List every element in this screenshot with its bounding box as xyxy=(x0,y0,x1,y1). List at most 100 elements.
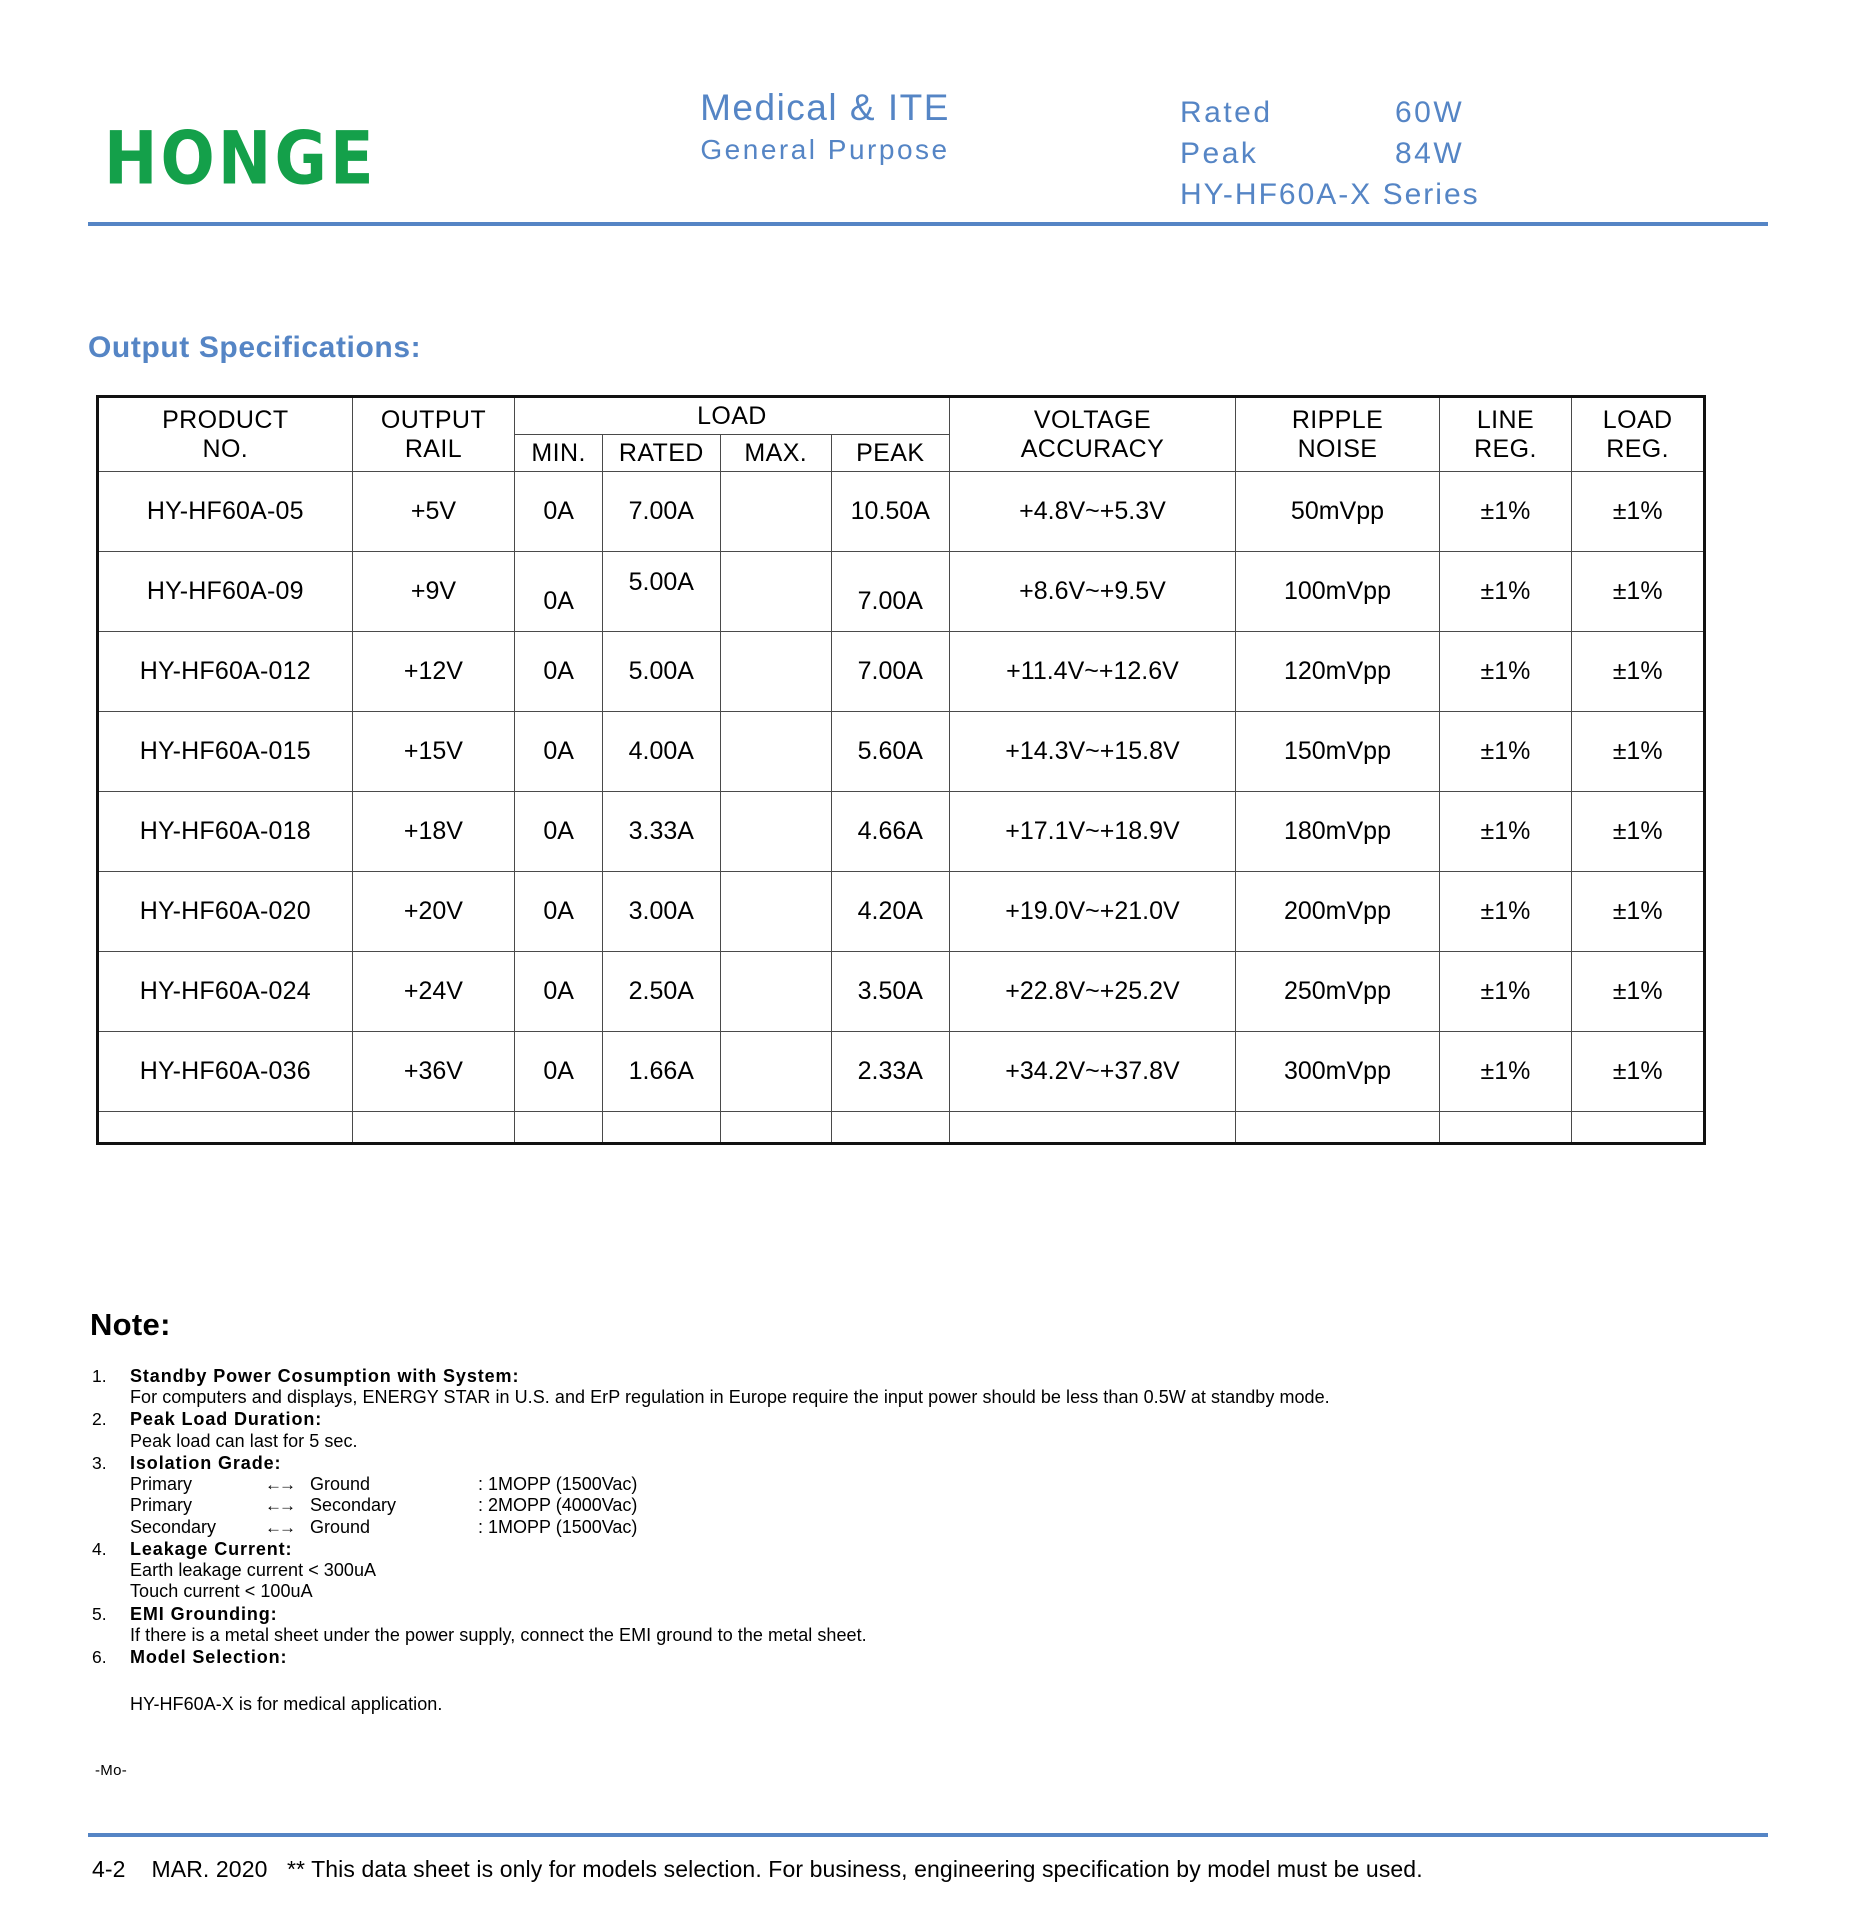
cell-empty xyxy=(1571,1111,1705,1144)
note-number: 6. xyxy=(92,1647,107,1668)
cell-load-peak: 5.60A xyxy=(830,711,950,792)
note-title: Model Selection: xyxy=(130,1647,288,1668)
th-voltage-line2: ACCURACY xyxy=(1020,434,1165,463)
th-line-reg: LINE REG. xyxy=(1438,396,1573,472)
cell-output-rail: +20V xyxy=(351,871,516,952)
note-number: 4. xyxy=(92,1538,107,1559)
cell-line-reg: ±1% xyxy=(1438,471,1573,552)
footer-text: 4-2 MAR. 2020 ** This data sheet is only… xyxy=(92,1856,1423,1883)
cell-ripple-noise: 180mVpp xyxy=(1235,791,1440,872)
cell-empty xyxy=(351,1111,516,1144)
cell-voltage-accuracy: +4.8V~+5.3V xyxy=(948,471,1237,552)
cell-empty xyxy=(830,1111,950,1144)
isolation-to: Secondary xyxy=(310,1495,397,1516)
table-row: HY-HF60A-05 +5V 0A 7.00A 10.50A +4.8V~+5.3V 50… xyxy=(97,471,1705,552)
cell-output-rail: +15V xyxy=(351,711,516,792)
cell-line-reg: ±1% xyxy=(1438,1031,1573,1112)
note-item: 5. EMI Grounding: If there is a metal shee… xyxy=(88,1604,1788,1646)
cell-output-rail: +24V xyxy=(351,951,516,1032)
cell-load-rated: 7.00A xyxy=(601,471,721,552)
table-row: HY-HF60A-015 +15V 0A 4.00A 5.60A +14.3V~+15.8… xyxy=(97,711,1705,792)
honge-logo: HONGE xyxy=(104,114,377,202)
cell-ripple-noise: 50mVpp xyxy=(1235,471,1440,552)
th-line-reg-line2: REG. xyxy=(1474,434,1537,463)
cell-output-rail: +18V xyxy=(351,791,516,872)
cell-output-rail: +5V xyxy=(351,471,516,552)
cell-load-rated: 5.00A xyxy=(601,551,721,632)
cell-load-min: 0A xyxy=(514,551,603,632)
isolation-from: Secondary xyxy=(130,1516,217,1537)
table-row: HY-HF60A-09 +9V 0A 5.00A 7.00A +8.6V~+9.5V 100… xyxy=(97,551,1705,632)
cell-load-peak: 7.00A xyxy=(830,631,950,712)
th-product-line2: NO. xyxy=(202,434,249,463)
isolation-from: Primary xyxy=(130,1474,192,1495)
peak-value: 84W xyxy=(1395,137,1465,171)
table-row: HY-HF60A-020 +20V 0A 3.00A 4.20A +19.0V~+21.0… xyxy=(97,871,1705,952)
cell-voltage-accuracy: +19.0V~+21.0V xyxy=(948,871,1237,952)
cell-line-reg: ±1% xyxy=(1438,551,1573,632)
bidirectional-arrow-icon: ←→ xyxy=(265,1496,296,1516)
bidirectional-arrow-icon: ←→ xyxy=(265,1517,296,1537)
isolation-to: Ground xyxy=(310,1516,371,1537)
note-list: 1. Standby Power Cosumption with System: F… xyxy=(88,1366,1788,1717)
peak-power-row: Peak 84W xyxy=(1180,133,1700,174)
cell-output-rail: +36V xyxy=(351,1031,516,1112)
cell-load-rated: 3.33A xyxy=(601,791,721,872)
th-load-peak: PEAK xyxy=(830,434,950,472)
footer-date: MAR. 2020 xyxy=(151,1856,268,1882)
header-subtitle-general-purpose: General Purpose xyxy=(700,133,950,165)
cell-empty xyxy=(948,1111,1237,1144)
note-body: If there is a metal sheet under the powe… xyxy=(130,1624,867,1645)
cell-product-no: HY-HF60A-018 xyxy=(97,791,353,872)
note-number: 3. xyxy=(92,1452,107,1473)
cell-line-reg: ±1% xyxy=(1438,791,1573,872)
th-load-rated: RATED xyxy=(601,434,721,472)
cell-load-min: 0A xyxy=(514,711,603,792)
cell-output-rail: +12V xyxy=(351,631,516,712)
th-output-rail: OUTPUT RAIL xyxy=(351,396,516,472)
isolation-to: Ground xyxy=(310,1474,371,1495)
cell-load-reg: ±1% xyxy=(1571,791,1705,872)
note-body: For computers and displays, ENERGY STAR … xyxy=(130,1387,1330,1408)
cell-ripple-noise: 100mVpp xyxy=(1235,551,1440,632)
cell-load-reg: ±1% xyxy=(1571,951,1705,1032)
note-body: Earth leakage current < 300uA xyxy=(130,1560,377,1581)
cell-load-max xyxy=(719,1031,832,1112)
note-item: 4. Leakage Current: Earth leakage current … xyxy=(88,1539,1788,1603)
table-header: PRODUCT NO. OUTPUT RAIL LOAD VOLTAGE ACC… xyxy=(97,396,1705,472)
footer-page-number: 4-2 xyxy=(92,1856,126,1882)
th-product-line1: PRODUCT xyxy=(162,405,289,434)
peak-label: Peak xyxy=(1180,137,1259,171)
th-ripple-noise: RIPPLE NOISE xyxy=(1235,396,1440,472)
cell-product-no: HY-HF60A-020 xyxy=(97,871,353,952)
note-item: 2. Peak Load Duration: Peak load can last … xyxy=(88,1409,1788,1451)
cell-load-peak: 4.20A xyxy=(830,871,950,952)
th-voltage-accuracy: VOLTAGE ACCURACY xyxy=(948,396,1237,472)
table-header-row-1: PRODUCT NO. OUTPUT RAIL LOAD VOLTAGE ACC… xyxy=(97,396,1705,472)
cell-line-reg: ±1% xyxy=(1438,951,1573,1032)
cell-empty xyxy=(1438,1111,1573,1144)
note-title: Peak Load Duration: xyxy=(130,1409,323,1430)
cell-line-reg: ±1% xyxy=(1438,711,1573,792)
cell-load-rated: 1.66A xyxy=(601,1031,721,1112)
note-body: HY-HF60A-X is for medical application. xyxy=(130,1694,443,1715)
cell-voltage-accuracy: +8.6V~+9.5V xyxy=(948,551,1237,632)
note-number: 2. xyxy=(92,1409,107,1430)
cell-ripple-noise: 250mVpp xyxy=(1235,951,1440,1032)
cell-load-rated: 2.50A xyxy=(601,951,721,1032)
rated-power-row: Rated 60W xyxy=(1180,92,1700,133)
cell-load-peak: 7.00A xyxy=(830,551,950,632)
th-load-max: MAX. xyxy=(719,434,832,472)
table-row: HY-HF60A-018 +18V 0A 3.33A 4.66A +17.1V~+18.9… xyxy=(97,791,1705,872)
footer-disclaimer: ** This data sheet is only for models se… xyxy=(286,1856,1423,1882)
cell-load-reg: ±1% xyxy=(1571,631,1705,712)
output-specifications-title: Output Specifications: xyxy=(88,331,422,364)
th-output-line2: RAIL xyxy=(404,434,463,463)
cell-ripple-noise: 300mVpp xyxy=(1235,1031,1440,1112)
cell-load-reg: ±1% xyxy=(1571,471,1705,552)
th-product-no: PRODUCT NO. xyxy=(97,396,353,472)
page-header: HONGE Medical & ITE General Purpose Rate… xyxy=(0,0,1859,250)
header-title-medical-ite: Medical & ITE xyxy=(700,87,950,128)
cell-load-rated: 5.00A xyxy=(601,631,721,712)
series-name: HY-HF60A-X Series xyxy=(1180,177,1480,211)
